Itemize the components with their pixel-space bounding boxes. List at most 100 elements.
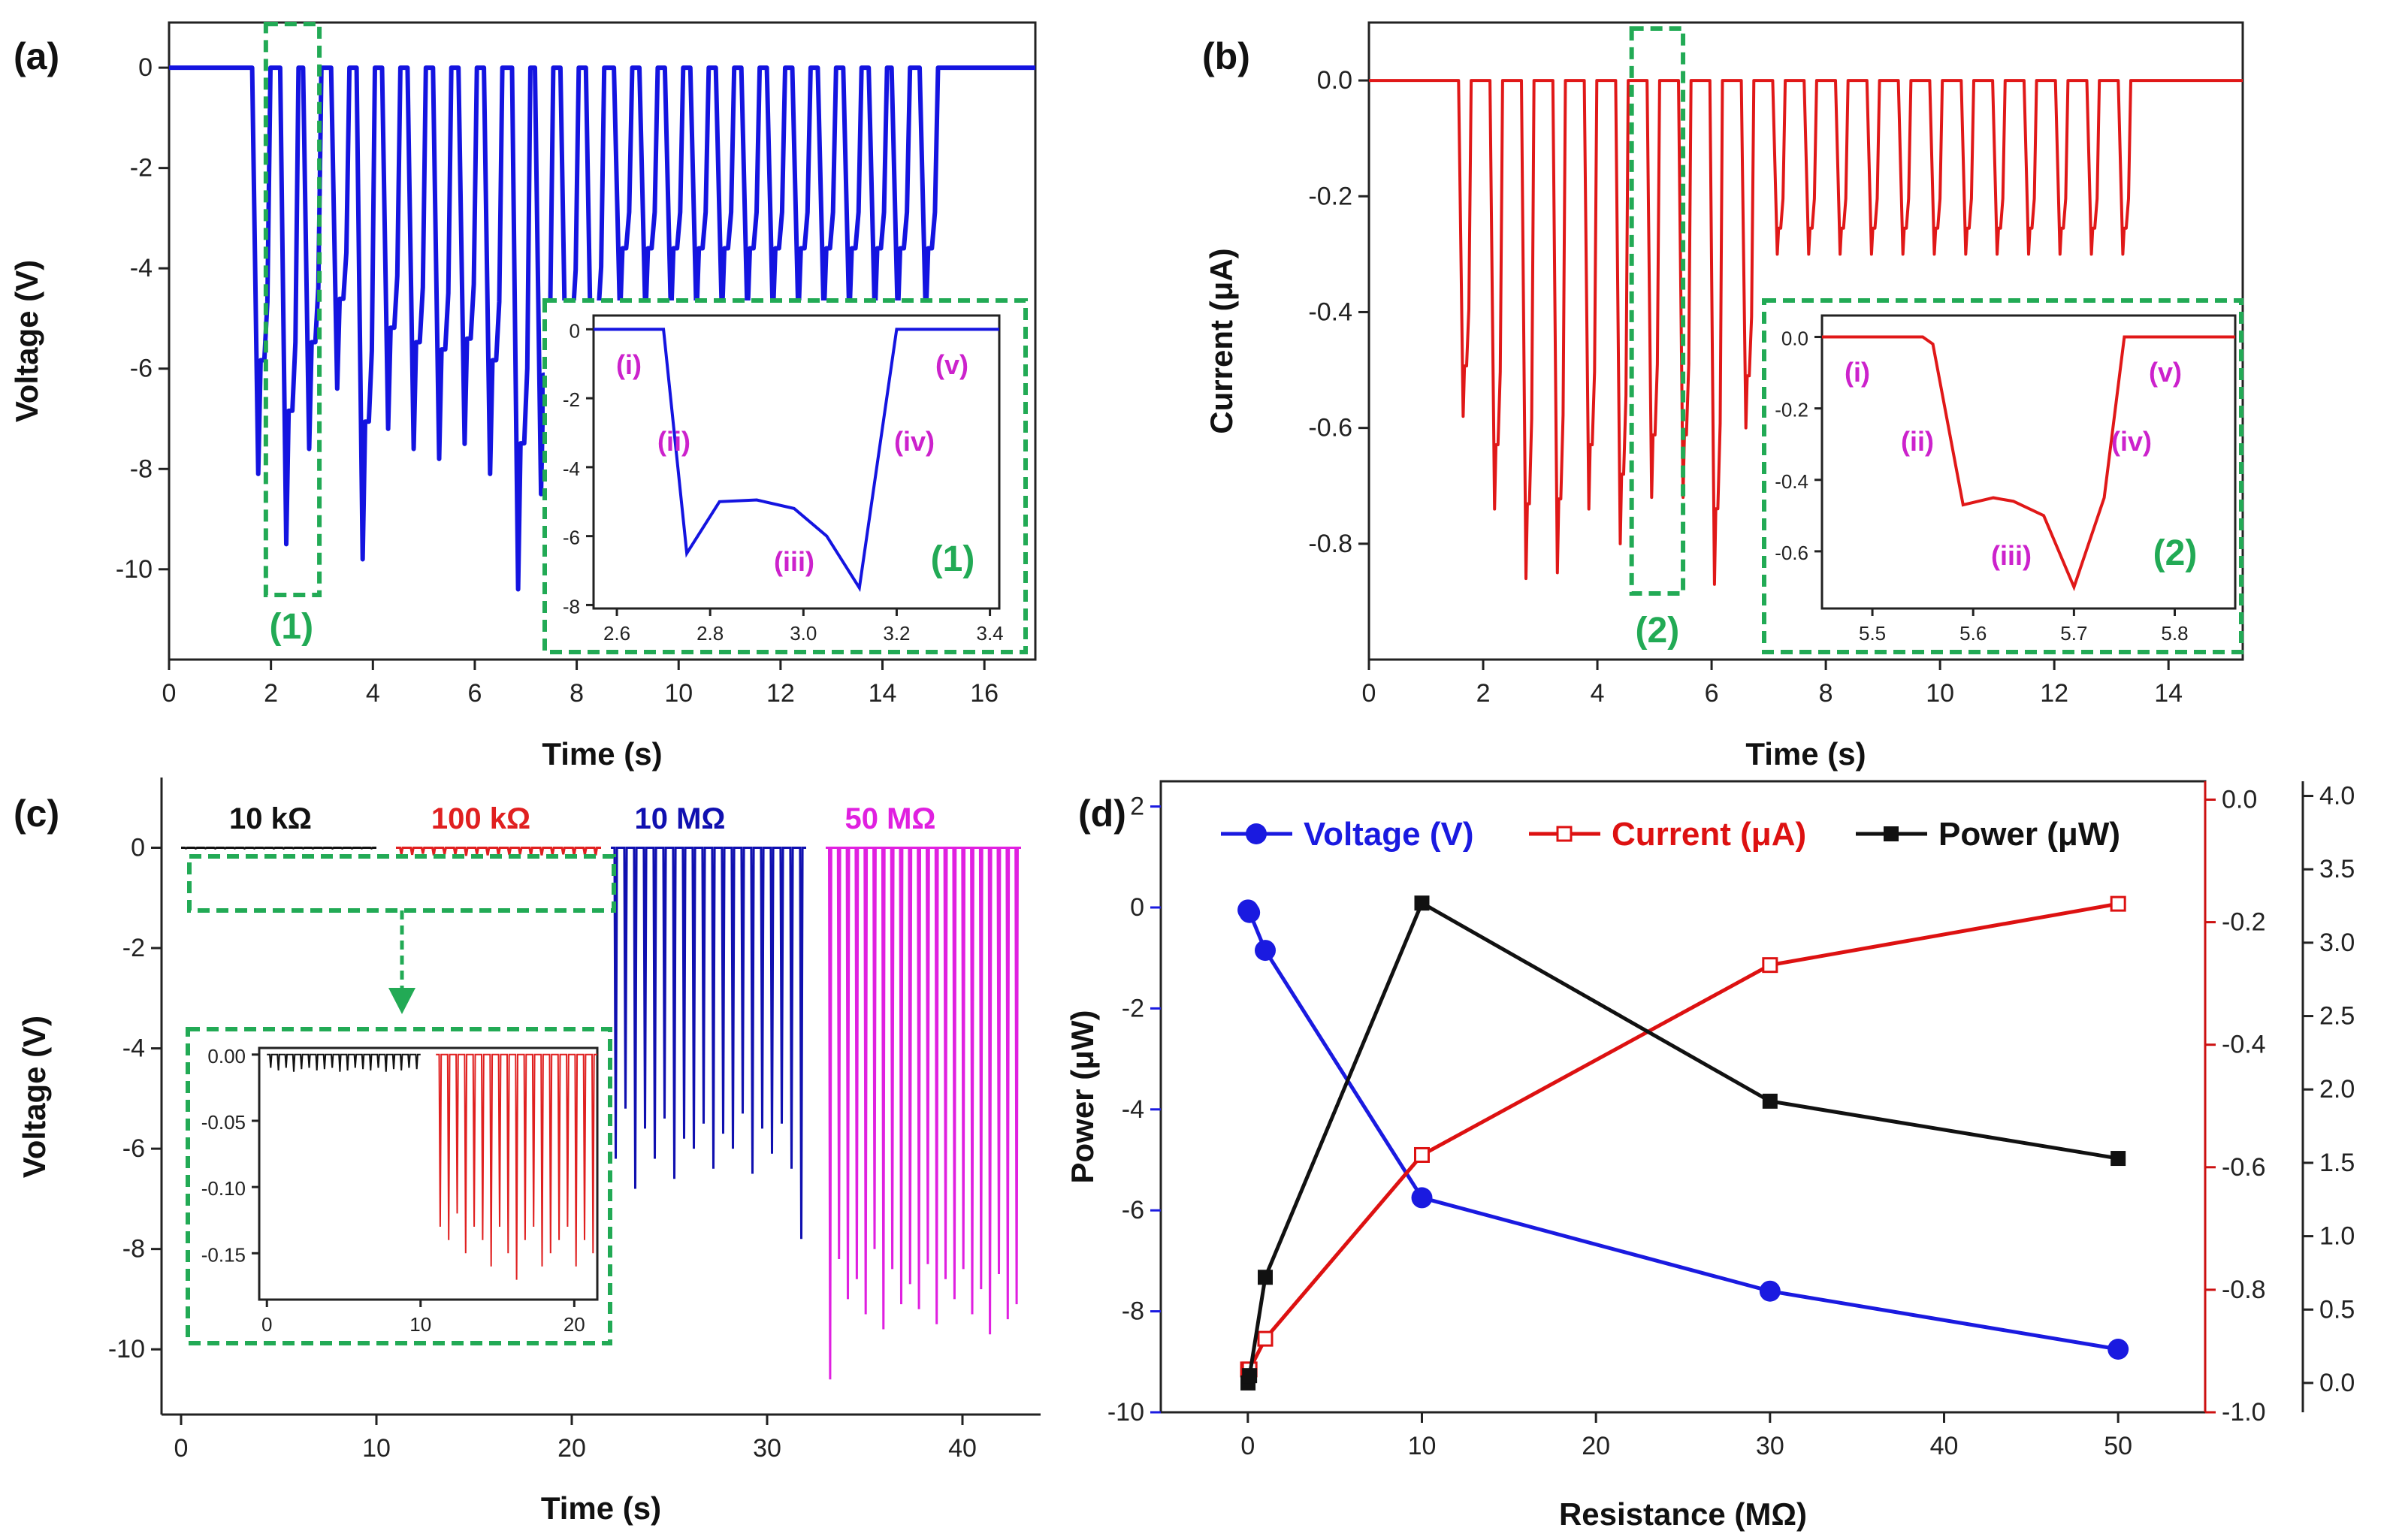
panel-c-inset-bg (188, 1029, 610, 1343)
panel-a-label: (a) (14, 35, 59, 77)
panel-c-inset-xtick-label-2: 20 (564, 1313, 585, 1336)
panel-d-right-outer-ytick-label-3: 2.5 (2319, 1002, 2355, 1031)
panel-d-point-1-2 (1257, 1330, 1274, 1347)
panel-c-label: (c) (14, 793, 59, 835)
panel-a-inset-stage-1: (ii) (657, 426, 690, 457)
panel-d-point-2-3 (1414, 895, 1430, 911)
panel-c-zoom-box (187, 854, 616, 913)
panel-d-point-1-3 (1414, 1146, 1430, 1163)
panel-d-xtick-label-1: 10 (1408, 1432, 1437, 1460)
panel-a-inset-xtick-label-2: 3.0 (790, 622, 817, 645)
panel-a-inset-xtick-label-3: 3.2 (883, 622, 910, 645)
panel-c-legend-2: 10 MΩ (635, 802, 726, 835)
panel-b-inset-frame (1820, 314, 2237, 610)
panel-a-xtick-label-3: 6 (467, 679, 482, 708)
panel-c-inset-ytick-label-2: -0.10 (201, 1177, 246, 1200)
panel-d-left-ytick-label-6: -10 (1107, 1398, 1144, 1427)
panel-a-inset-xtick-label-1: 2.8 (696, 622, 724, 645)
panel-c-ytick-label-1: -2 (122, 934, 145, 962)
panel-a-inset-xtick-label-0: 2.6 (603, 622, 630, 645)
panel-b: (b) 0 2 4 6 8 10 12 14 0.0 -0.2 -0.4 -0.6 -0.8 Time (s… (1202, 21, 2244, 772)
panel-d-left-ytick-label-3: -4 (1122, 1095, 1144, 1124)
panel-d: (d)0 10 20 30 40 5020-2-4-6-8-100.0-0.2-0.4-0… (1065, 780, 2355, 1532)
panel-d-legend-1: Current (μA) (1612, 816, 1806, 853)
panel-d-point-2-5 (2110, 1151, 2126, 1167)
panel-c-inset-xtick-label-1: 10 (409, 1313, 431, 1336)
panel-d-left-ytick-label-5: -8 (1122, 1297, 1144, 1326)
panel-d-legend-marker-1 (1556, 826, 1573, 842)
panel-b-inset-xtick-label-0: 5.5 (1859, 622, 1886, 645)
panel-c-xtick-label-4: 40 (948, 1434, 977, 1463)
panel-a-ytick-label-5: -10 (116, 555, 153, 584)
panel-d-right-outer-ytick-label-0: 4.0 (2319, 782, 2355, 811)
panel-c-inset-frame (258, 1046, 599, 1301)
panel-d-right-outer-ytick-label-2: 3.0 (2319, 929, 2355, 957)
panel-d-xlabel: Resistance (MΩ) (1559, 1496, 1807, 1532)
panel-b-inset-ytick-label-3: -0.6 (1775, 542, 1808, 564)
panel-c-zoom-arrowhead (388, 988, 415, 1014)
panel-d-right-inner-ytick-label-3: -0.6 (2222, 1153, 2266, 1182)
panel-c-ytick-label-3: -6 (122, 1134, 145, 1163)
panel-a-ytick-label-4: -8 (130, 454, 153, 483)
panel-a-inset-trace (594, 328, 999, 593)
panel-d-legend-0: Voltage (V) (1304, 816, 1474, 853)
panel-d-point-0-5 (2107, 1339, 2129, 1360)
panel-c-inset-ytick-label-1: -0.05 (201, 1111, 246, 1134)
panel-d-legend-marker-2 (1884, 826, 1899, 841)
panel-d-xtick-label-0: 0 (1240, 1432, 1255, 1460)
panel-b-inset-ytick-label-0: 0.0 (1781, 328, 1808, 350)
panel-d-xtick-label-3: 30 (1756, 1432, 1784, 1460)
panel-c-legend-3: 50 MΩ (845, 802, 936, 835)
panel-b-inset-stage-1: (ii) (1901, 426, 1934, 457)
panel-b-ytick-label-3: -0.6 (1308, 414, 1352, 442)
panel-d-right-outer-ytick-label-4: 2.0 (2319, 1075, 2355, 1104)
panel-c-series-3 (826, 847, 1021, 1380)
panel-a-xtick-label-8: 16 (970, 679, 999, 708)
panel-b-highlight-box (1629, 26, 1686, 596)
panel-b-inset-box-label: (2) (2153, 533, 2198, 573)
panel-c-xlabel: Time (s) (541, 1490, 661, 1526)
panel-d-right-inner-ytick-label-1: -0.2 (2222, 908, 2266, 937)
panel-c-series-2 (611, 847, 806, 1240)
panel-b-xtick-label-6: 12 (2040, 679, 2068, 708)
panel-a-ylabel: Voltage (V) (9, 260, 44, 422)
panel-d-right-inner-ytick-label-0: 0.0 (2222, 785, 2257, 814)
panel-d-legend-2: Power (μW) (1938, 816, 2120, 853)
panel-d-point-0-2 (1255, 940, 1276, 962)
panel-c: (c) 0 10 20 30 40 0 -2 -4 -6 -8 -10 Time (s) Voltage … (14, 778, 1041, 1526)
panel-d-left-ytick-label-4: -6 (1122, 1196, 1144, 1224)
panel-b-highlight-label: (2) (1636, 611, 1680, 651)
panel-a-inset-ytick-label-1: -2 (563, 388, 580, 411)
panel-d-right-outer-ytick-label-6: 1.0 (2319, 1222, 2355, 1251)
panel-a-highlight-box (263, 22, 322, 597)
panel-b-xtick-label-1: 2 (1476, 679, 1491, 708)
panel-a-inset-xtick-label-4: 3.4 (977, 622, 1004, 645)
panel-b-inset-ytick-label-2: -0.4 (1775, 470, 1808, 493)
panel-a-ytick-label-2: -4 (130, 254, 153, 282)
panel-c-inset-series-0 (267, 1053, 421, 1072)
panel-a-xtick-label-2: 4 (366, 679, 380, 708)
panel-a-xlabel: Time (s) (542, 736, 662, 772)
panel-b-inset-stage-3: (iv) (2111, 426, 2152, 457)
panel-b-xtick-label-7: 14 (2154, 679, 2183, 708)
panel-a-inset-stage-2: (iii) (774, 546, 814, 577)
panel-d-frame (1159, 780, 2207, 1414)
panel-c-legend-1: 100 kΩ (431, 802, 530, 835)
panel-a-inset-bg (545, 300, 1026, 652)
panel-a-xtick-label-0: 0 (162, 679, 177, 708)
panel-b-xtick-label-4: 8 (1819, 679, 1833, 708)
panel-a-xtick-label-6: 12 (766, 679, 795, 708)
panel-d-right-inner-ytick-label-2: -0.4 (2222, 1031, 2266, 1059)
panel-b-inset-bg (1764, 300, 2241, 652)
panel-a-inset-stage-3: (iv) (894, 426, 935, 457)
panel-a-inset-ytick-label-3: -6 (563, 527, 580, 549)
panel-a-ytick-label-0: 0 (138, 53, 153, 82)
panel-b-current-trace (1369, 79, 2243, 586)
panel-d-point-2-2 (1258, 1270, 1273, 1285)
panel-d-line-0 (1246, 909, 2119, 1351)
panel-b-inset-xtick-label-2: 5.7 (2060, 622, 2087, 645)
panel-a-inset-ytick-label-4: -8 (563, 595, 580, 618)
panel-c-ytick-label-0: 0 (131, 833, 145, 862)
panel-b-inset-stage-0: (i) (1845, 357, 1870, 388)
panel-b-ylabel: Current (μA) (1204, 248, 1239, 433)
